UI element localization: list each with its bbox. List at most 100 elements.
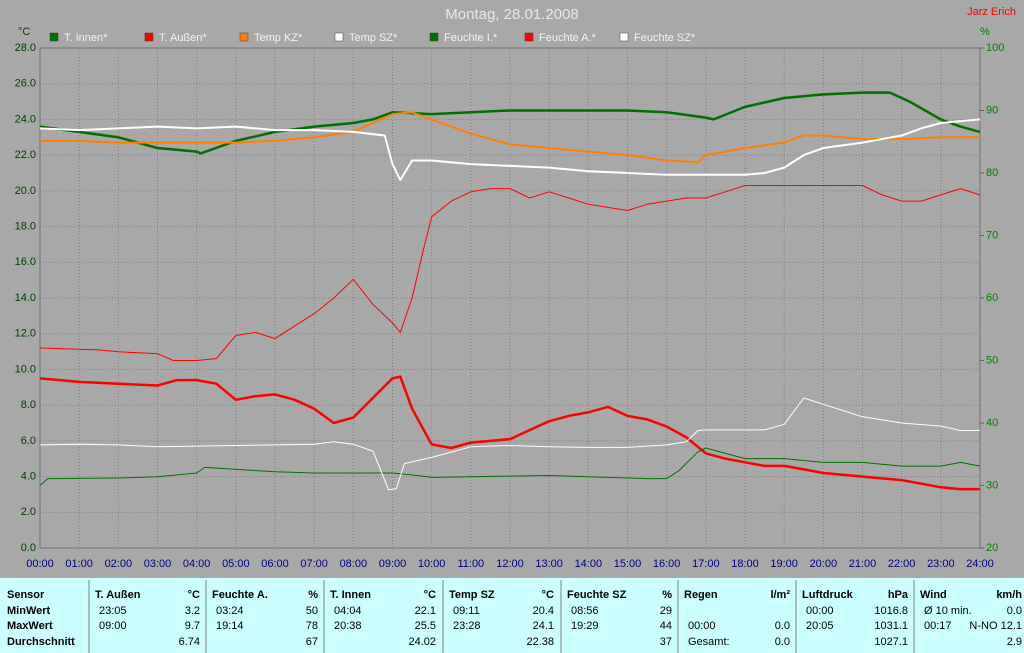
legend-label: Temp SZ*: [349, 32, 398, 44]
cell-value: 0.0: [1007, 605, 1022, 617]
y-tick-label: 20.0: [15, 185, 36, 197]
y-tick-label: 10.0: [15, 363, 36, 375]
group-unit: %: [308, 589, 318, 601]
x-tick-label: 12:00: [496, 558, 524, 570]
cell-value: 24.02: [408, 636, 436, 648]
y-tick-label: 4.0: [21, 470, 36, 482]
cell-value: 37: [660, 636, 672, 648]
series-line: [39, 397, 980, 491]
y-tick-label: 26.0: [15, 78, 36, 90]
x-tick-label: 18:00: [731, 558, 759, 570]
legend-label: T. Innen*: [64, 32, 108, 44]
group-unit: °C: [424, 589, 436, 601]
y2-tick-label: 60: [986, 292, 998, 304]
y-tick-label: 14.0: [15, 292, 36, 304]
y2-tick-label: 20: [986, 542, 998, 554]
cell-time: 00:00: [688, 620, 716, 632]
cell-time: 00:17: [924, 620, 952, 632]
cell-time: 20:38: [334, 620, 362, 632]
x-tick-label: 00:00: [26, 558, 54, 570]
y2-tick-label: 80: [986, 167, 998, 179]
y2-axis-label: %: [980, 26, 990, 38]
cell-value: 2.9: [1007, 636, 1022, 648]
x-tick-label: 09:00: [379, 558, 407, 570]
row-label: MinWert: [7, 605, 51, 617]
cell-value: 0.0: [775, 636, 790, 648]
legend-swatch: [144, 32, 154, 42]
cell-value: 1031.1: [874, 620, 908, 632]
cell-value: 1027.1: [874, 636, 908, 648]
x-tick-label: 13:00: [535, 558, 563, 570]
author: Jarz Erich: [967, 6, 1016, 18]
x-tick-label: 16:00: [653, 558, 681, 570]
group-unit: °C: [542, 589, 554, 601]
group-name: Luftdruck: [802, 589, 854, 601]
cell-time: 08:56: [571, 605, 599, 617]
group-unit: l/m²: [770, 589, 790, 601]
group-name: Wind: [920, 589, 947, 601]
group-unit: °C: [188, 589, 200, 601]
cell-time: Ø 10 min.: [924, 605, 972, 617]
legend-swatch: [239, 32, 249, 42]
stats-table: Sensor MinWert MaxWert Durchschnitt T. Außen…: [7, 580, 1022, 653]
row-label: MaxWert: [7, 620, 53, 632]
cell-time: 19:29: [571, 620, 599, 632]
y-tick-label: 16.0: [15, 256, 36, 268]
x-tick-label: 23:00: [927, 558, 955, 570]
y-tick-label: 6.0: [21, 435, 36, 447]
x-tick-label: 15:00: [614, 558, 642, 570]
cell-value: 6.74: [179, 636, 200, 648]
plot-frame: [39, 47, 981, 549]
x-tick-label: 10:00: [418, 558, 446, 570]
legend-swatch: [429, 32, 439, 42]
y-tick-label: 12.0: [15, 328, 36, 340]
x-tick-label: 08:00: [340, 558, 368, 570]
cell-value: 67: [306, 636, 318, 648]
series-line: [40, 111, 980, 164]
cell-time: 19:14: [216, 620, 244, 632]
y2-tick-label: 100: [986, 42, 1004, 54]
y-tick-label: 0.0: [21, 542, 36, 554]
y2-tick-label: 70: [986, 229, 998, 241]
x-tick-label: 06:00: [261, 558, 289, 570]
legend-label: Feuchte SZ*: [634, 32, 696, 44]
cell-value: 22.1: [415, 605, 436, 617]
series-line: [39, 118, 981, 182]
table-background: [0, 578, 1024, 653]
x-tick-label: 24:00: [966, 558, 994, 570]
cell-value: 1016.8: [874, 605, 908, 617]
y-tick-label: 8.0: [21, 399, 36, 411]
cell-time: 23:28: [453, 620, 481, 632]
cell-value: 0.0: [775, 620, 790, 632]
y-tick-label: 22.0: [15, 149, 36, 161]
cell-value: 50: [306, 605, 318, 617]
group-unit: km/h: [996, 589, 1022, 601]
group-name: Regen: [684, 589, 718, 601]
x-tick-label: 05:00: [222, 558, 250, 570]
series-line: [39, 185, 981, 361]
row-label: Sensor: [7, 589, 45, 601]
x-tick-label: 04:00: [183, 558, 211, 570]
x-tick-label: 20:00: [810, 558, 838, 570]
series-line: [39, 447, 981, 486]
x-tick-label: 17:00: [692, 558, 720, 570]
cell-value: 29: [660, 605, 672, 617]
y-axis-label: °C: [18, 26, 30, 38]
y-tick-label: 28.0: [15, 42, 36, 54]
x-tick-label: 01:00: [65, 558, 93, 570]
cell-time: 04:04: [334, 605, 362, 617]
cell-value: 24.1: [533, 620, 554, 632]
legend-label: Feuchte I.*: [444, 32, 498, 44]
cell-time: 23:05: [99, 605, 127, 617]
cell-time: 00:00: [806, 605, 834, 617]
cell-time: Gesamt:: [688, 636, 730, 648]
x-tick-label: 14:00: [575, 558, 603, 570]
cell-time: 09:11: [453, 605, 480, 617]
y-tick-label: 24.0: [15, 113, 36, 125]
cell-time: 09:00: [99, 620, 127, 632]
x-tick-label: 19:00: [770, 558, 798, 570]
x-tick-label: 21:00: [849, 558, 877, 570]
group-unit: hPa: [888, 589, 909, 601]
